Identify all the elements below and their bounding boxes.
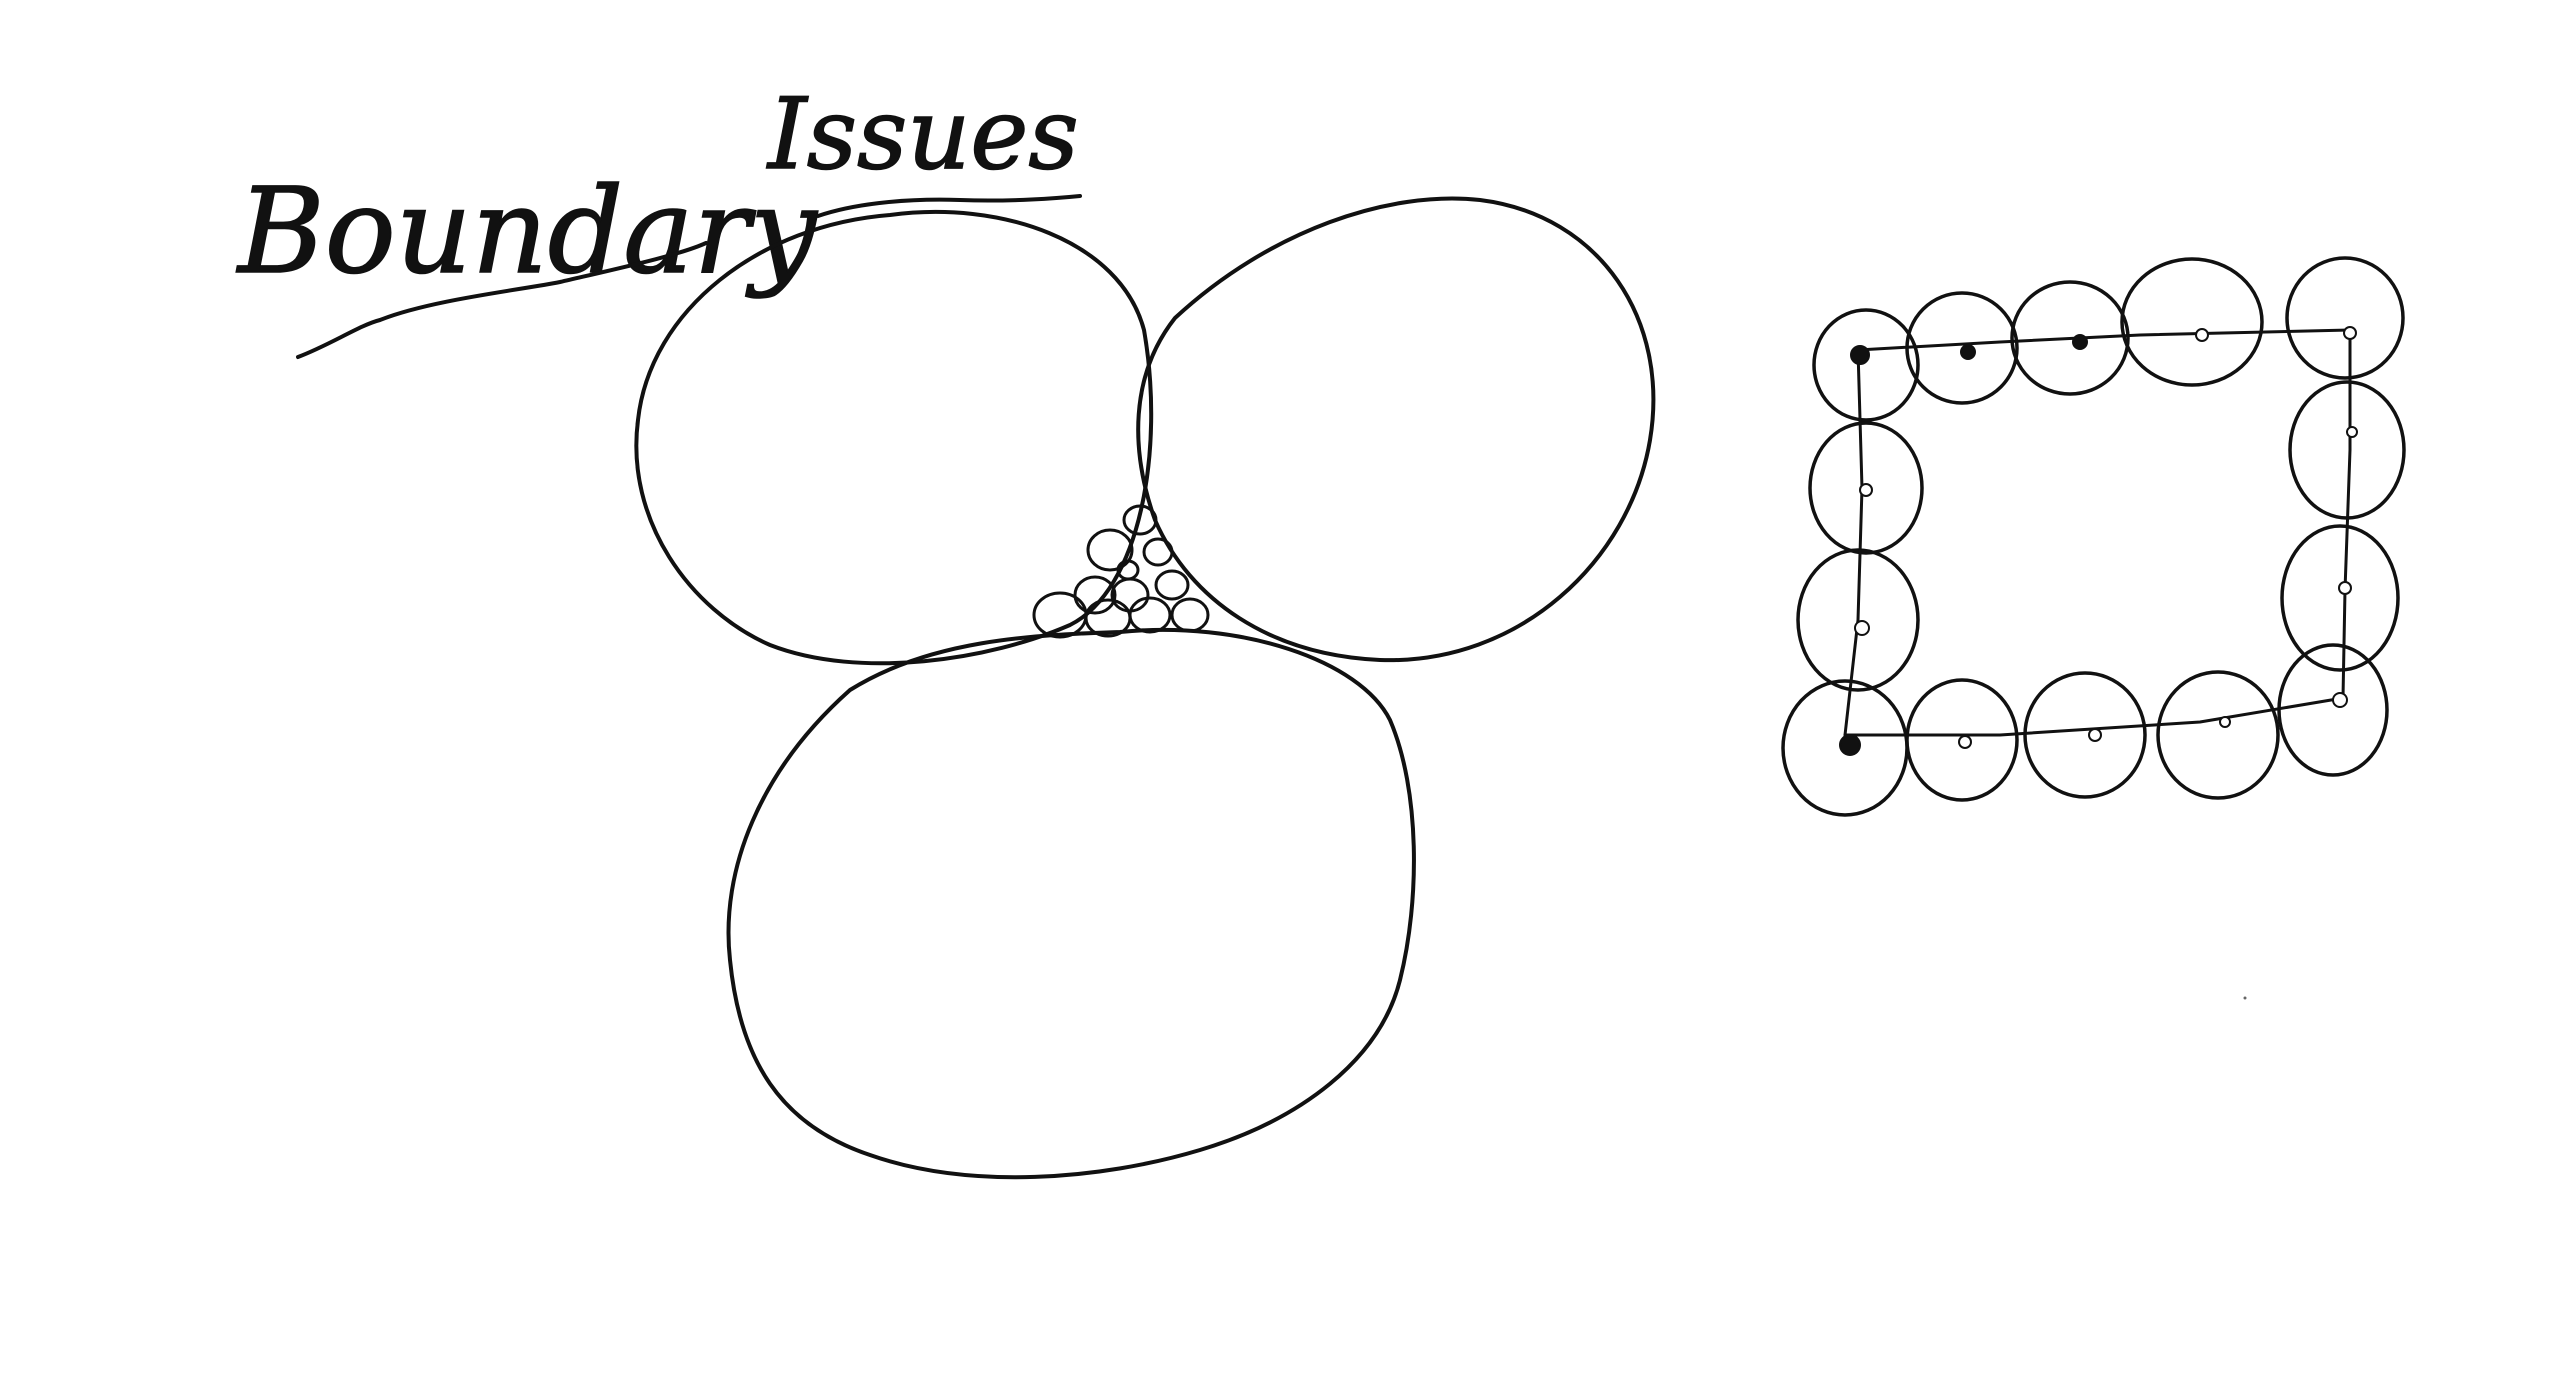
boundary-ring bbox=[1781, 256, 2406, 817]
node-dot bbox=[1958, 735, 1972, 749]
particle bbox=[1170, 597, 1210, 633]
large-circle-top-left bbox=[634, 209, 1154, 666]
node-dot bbox=[2195, 328, 2209, 342]
particle bbox=[1142, 537, 1174, 567]
node-dot bbox=[2088, 728, 2102, 742]
node-dot bbox=[2343, 326, 2357, 340]
rect-bottom-edge bbox=[1843, 696, 2345, 737]
particle bbox=[1086, 528, 1134, 572]
boundary-circle bbox=[1808, 421, 1924, 555]
node-dot bbox=[2332, 692, 2348, 708]
boundary-circle bbox=[2120, 257, 2264, 387]
title-word-boundary: Boundary bbox=[236, 162, 818, 300]
node-dot bbox=[1850, 345, 1870, 365]
boundary-circle bbox=[1905, 678, 2019, 802]
node-dot bbox=[2072, 334, 2088, 350]
title: Boundary Issues bbox=[235, 77, 1082, 359]
boundary-circle bbox=[2010, 280, 2130, 396]
boundary-circle bbox=[1796, 548, 1920, 692]
rect-left-edge bbox=[1843, 348, 1864, 737]
particle bbox=[1154, 569, 1190, 601]
title-underline-boundary bbox=[296, 241, 708, 359]
node-dot bbox=[1854, 620, 1870, 636]
node-dot bbox=[1839, 734, 1861, 756]
boundary-circle bbox=[1812, 308, 1920, 422]
boundary-circle bbox=[2023, 671, 2147, 799]
small-particles bbox=[1032, 504, 1210, 639]
large-circle-top-right bbox=[1136, 196, 1656, 663]
node-dot bbox=[2346, 426, 2358, 438]
particle bbox=[1110, 577, 1150, 613]
boundary-rectangle bbox=[1843, 328, 2352, 737]
rect-right-edge bbox=[2341, 328, 2352, 700]
boundary-nodes bbox=[1839, 326, 2358, 756]
title-word-issues: Issues bbox=[766, 78, 1079, 192]
particle bbox=[1073, 575, 1117, 615]
particle bbox=[1116, 559, 1140, 581]
node-dot bbox=[1859, 483, 1873, 497]
boundary-circle bbox=[2280, 524, 2400, 672]
boundary-circle bbox=[2277, 643, 2389, 777]
particle bbox=[1128, 596, 1172, 634]
stray-mark bbox=[2243, 996, 2247, 1000]
rect-top-edge bbox=[1856, 328, 2352, 352]
boundary-circle bbox=[2156, 670, 2280, 800]
node-dot bbox=[2219, 716, 2231, 728]
boundary-circle bbox=[2285, 256, 2405, 380]
particle bbox=[1122, 504, 1158, 536]
title-underline-issues bbox=[816, 194, 1082, 218]
large-circle-cluster bbox=[634, 196, 1656, 1180]
node-dot bbox=[1960, 344, 1976, 360]
node-dot bbox=[2338, 581, 2352, 595]
large-circle-bottom bbox=[726, 627, 1416, 1180]
